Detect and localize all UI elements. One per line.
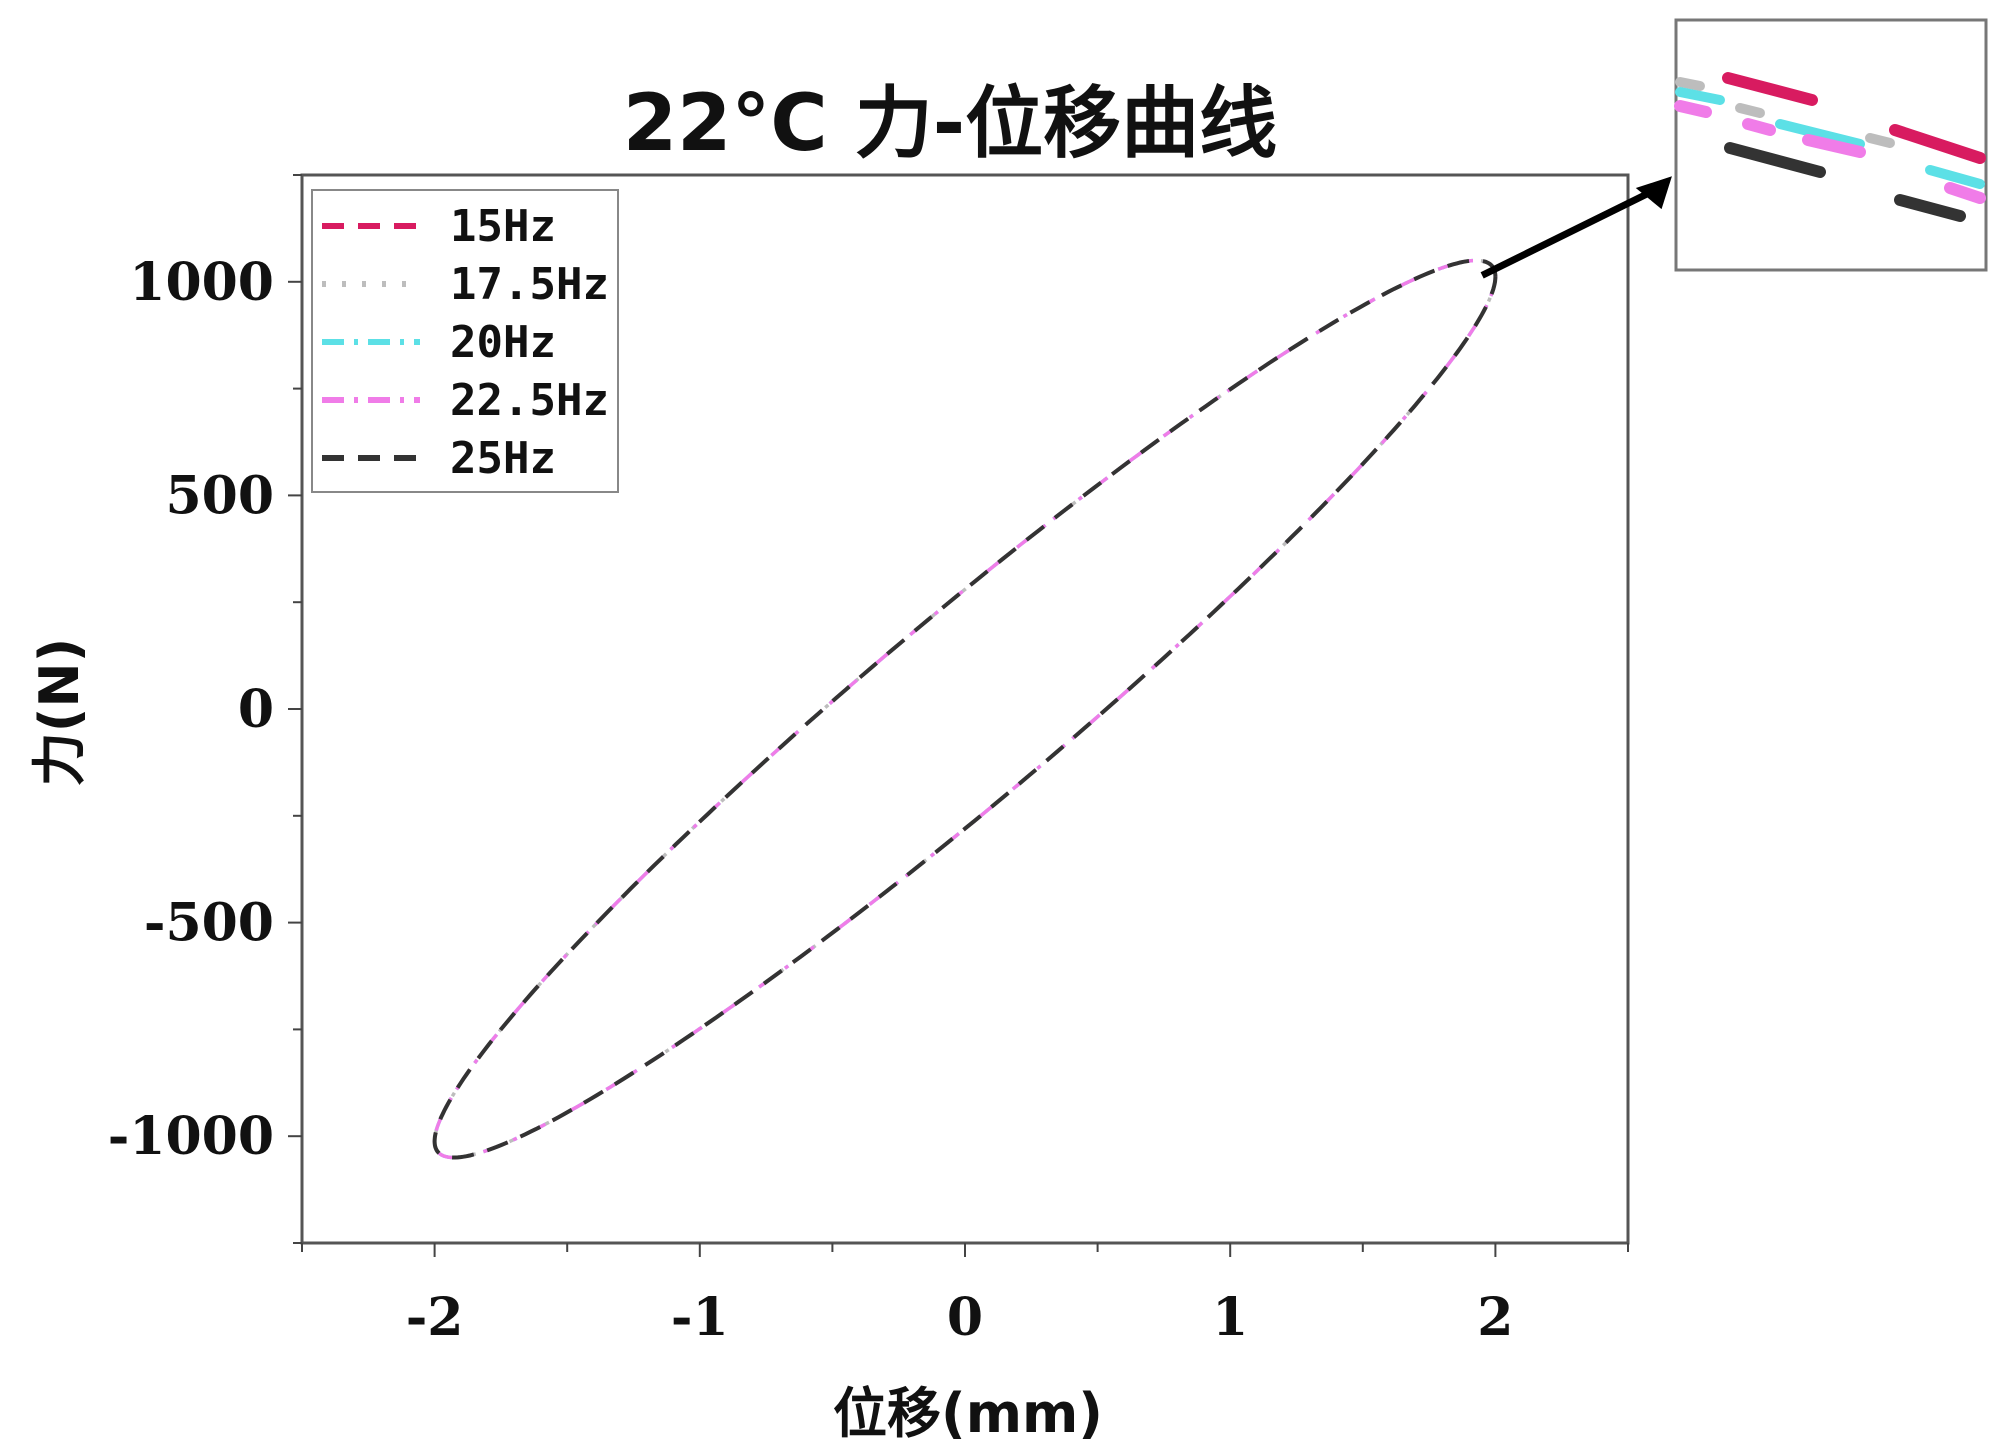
inset-segment	[1675, 87, 1725, 105]
legend-box	[311, 189, 619, 493]
legend-label: 17.5Hz	[450, 259, 609, 310]
inset-segment	[1894, 194, 1966, 222]
inset-arrow	[1480, 186, 1657, 279]
y-tick-label: -1000	[108, 1106, 274, 1167]
legend-label: 25Hz	[450, 433, 556, 484]
x-tick-label: 2	[1477, 1287, 1513, 1348]
legend-label: 20Hz	[450, 317, 556, 368]
x-axis-title: 位移(mm)	[833, 1382, 1103, 1445]
inset-segment	[1742, 118, 1776, 136]
inset-segment	[1722, 72, 1818, 106]
inset-arrowhead	[1635, 176, 1672, 210]
series-layer	[432, 258, 1498, 1160]
legend-label: 22.5Hz	[450, 375, 609, 426]
legend-label: 15Hz	[450, 201, 556, 252]
zoom-inset	[1480, 18, 1988, 279]
inset-segment	[1944, 182, 1986, 204]
inset-segment	[1675, 77, 1705, 91]
y-tick-label: 0	[238, 679, 274, 740]
inset-segment	[1674, 100, 1712, 118]
inset-segment	[1775, 119, 1865, 149]
x-tick-label: 0	[947, 1287, 983, 1348]
x-tick-label: 1	[1212, 1287, 1248, 1348]
inset-segment	[1735, 103, 1765, 118]
chart-title: 22°C 力-位移曲线	[623, 79, 1277, 169]
inset-segment	[1889, 124, 1986, 164]
inset-segment	[1865, 133, 1895, 148]
y-tick-label: -500	[144, 893, 274, 954]
y-axis: -1000 -500 0 500 1000	[108, 174, 302, 1244]
inset-segment	[1802, 134, 1866, 158]
x-axis: -2 -1 0 1 2	[301, 1243, 1629, 1348]
inset-segment	[1925, 165, 1985, 189]
legend: 15Hz 17.5Hz 20Hz 22.5Hz 25Hz	[311, 189, 619, 493]
y-axis-title: 力(N)	[28, 638, 91, 787]
y-tick-label: 500	[165, 465, 274, 526]
series-line-25hz	[432, 258, 1498, 1160]
inset-segment	[1724, 142, 1826, 178]
x-tick-label: -2	[406, 1287, 464, 1348]
x-tick-label: -1	[671, 1287, 729, 1348]
y-tick-label: 1000	[129, 252, 274, 313]
